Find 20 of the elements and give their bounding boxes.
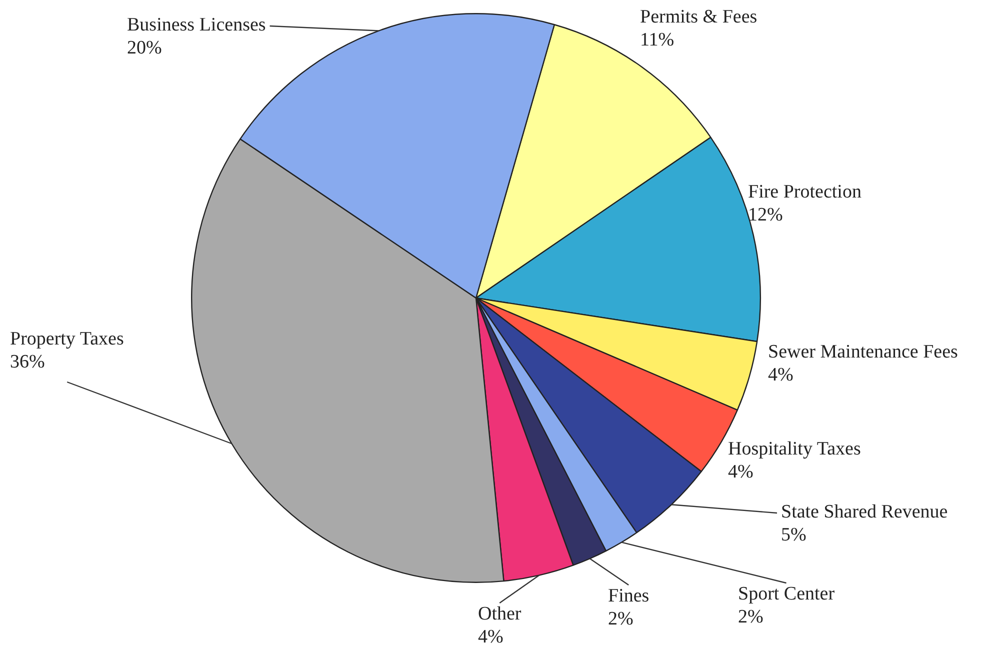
- slice-label: Permits & Fees: [640, 6, 758, 28]
- slice-label: Fines: [608, 585, 650, 606]
- slice-label: Sport Center: [738, 583, 836, 604]
- data-label: 4%: [728, 461, 754, 482]
- slice-label: Sewer Maintenance Fees: [768, 341, 958, 362]
- data-label: 5%: [781, 524, 806, 546]
- slice-label: Property Taxes: [10, 328, 124, 350]
- slice-label: Hospitality Taxes: [728, 438, 861, 460]
- slice-label: Other: [478, 603, 522, 624]
- data-label: 4%: [768, 364, 794, 386]
- data-label: 12%: [748, 204, 783, 226]
- data-label: 4%: [478, 626, 504, 648]
- data-label: 11%: [640, 29, 674, 50]
- data-label: 36%: [10, 351, 45, 372]
- slice-label: Business Licenses: [127, 14, 266, 36]
- data-label: 2%: [608, 608, 634, 630]
- data-label: 20%: [127, 37, 162, 58]
- slice-label: Fire Protection: [748, 181, 862, 202]
- data-label: 2%: [738, 606, 764, 628]
- slice-label: State Shared Revenue: [781, 501, 948, 522]
